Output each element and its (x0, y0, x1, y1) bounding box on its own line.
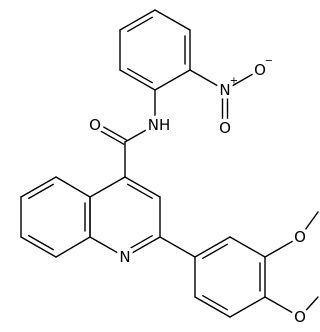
bond (20, 176, 57, 198)
bond (224, 69, 261, 91)
atom-label: NH (148, 116, 171, 134)
bond (264, 236, 301, 258)
bond (202, 243, 228, 260)
bond (124, 236, 161, 258)
atom-label: O (254, 61, 266, 79)
bond (119, 69, 156, 91)
bond (89, 176, 126, 198)
bond (124, 124, 156, 143)
bond (299, 211, 319, 238)
bond (124, 176, 161, 198)
bond (55, 236, 91, 258)
atom-label: O (294, 228, 306, 246)
atom-label: N (119, 248, 130, 266)
bond (119, 9, 156, 31)
bond (93, 126, 125, 145)
bond (299, 296, 319, 318)
bond (95, 122, 127, 141)
charge-label: + (230, 76, 238, 87)
bond (194, 236, 231, 258)
charge-label: − (265, 56, 273, 67)
bond (89, 236, 126, 258)
bond (264, 296, 301, 318)
bond (189, 69, 226, 91)
atom-label: N (219, 81, 230, 99)
bond (154, 69, 191, 91)
bond (127, 67, 153, 84)
bond (55, 176, 91, 198)
bond (28, 234, 54, 251)
bond (229, 236, 266, 258)
atom-label: O (294, 308, 306, 326)
atom-label: O (89, 116, 101, 134)
bond (20, 236, 57, 258)
bond (202, 294, 228, 311)
bond (127, 183, 153, 200)
bond (154, 9, 191, 31)
bond (194, 296, 231, 318)
bond (159, 236, 196, 258)
bond (127, 16, 153, 33)
bonds (20, 9, 319, 318)
atom-label: O (219, 119, 231, 137)
bond (127, 234, 153, 251)
bond (229, 296, 266, 318)
bond (28, 183, 54, 200)
